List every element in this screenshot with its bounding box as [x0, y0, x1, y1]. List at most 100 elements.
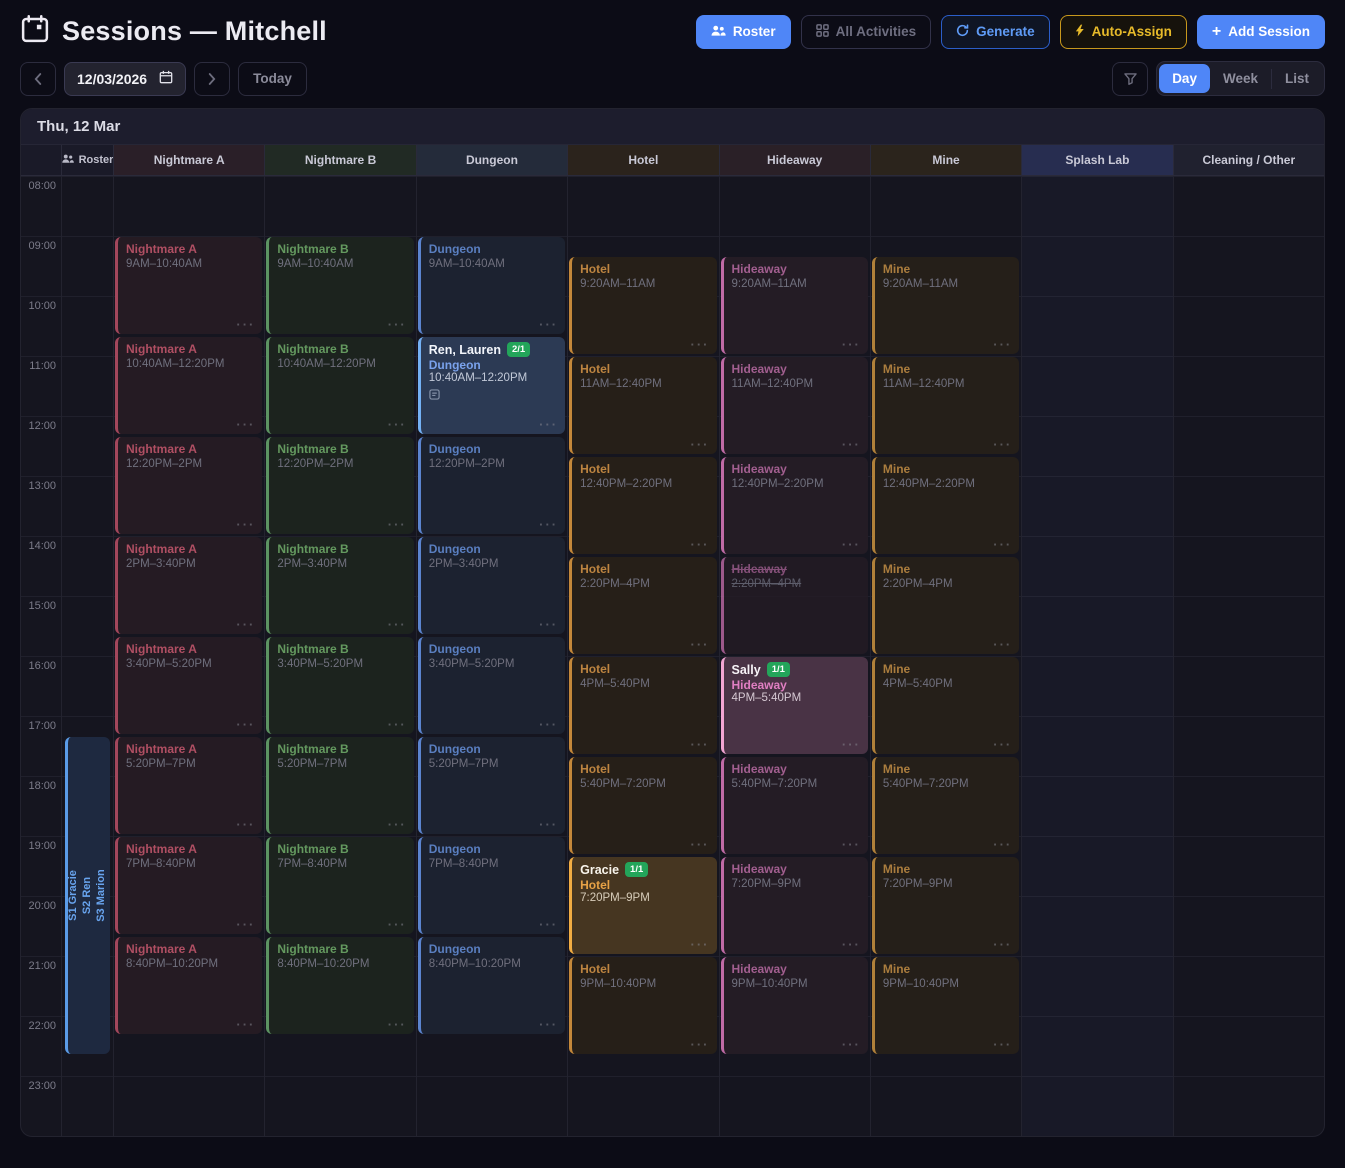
date-picker-icon[interactable]	[159, 70, 173, 87]
session-menu-icon[interactable]	[691, 737, 710, 752]
session-menu-icon[interactable]	[539, 517, 558, 532]
session-menu-icon[interactable]	[842, 337, 861, 352]
session-card-assigned[interactable]: Ren, Lauren 2/1 Dungeon 10:40AM–12:20PM	[417, 337, 566, 434]
all-activities-button[interactable]: All Activities	[800, 14, 932, 49]
session-menu-icon[interactable]	[842, 937, 861, 952]
session-menu-icon[interactable]	[236, 617, 255, 632]
session-menu-icon[interactable]	[236, 517, 255, 532]
session-card[interactable]: Nightmare A 5:20PM–7PM	[115, 737, 263, 834]
session-card[interactable]: Mine 5:40PM–7:20PM	[871, 757, 1020, 854]
session-menu-icon[interactable]	[691, 637, 710, 652]
session-card[interactable]: Nightmare A 3:40PM–5:20PM	[115, 637, 263, 734]
session-card[interactable]: Nightmare B 12:20PM–2PM	[266, 437, 414, 534]
session-menu-icon[interactable]	[691, 337, 710, 352]
session-menu-icon[interactable]	[236, 817, 255, 832]
session-card-cancelled[interactable]: Hideaway 2:20PM–4PM	[720, 557, 868, 654]
session-menu-icon[interactable]	[539, 717, 558, 732]
add-session-button[interactable]: Add Session	[1196, 14, 1325, 49]
session-menu-icon[interactable]	[388, 617, 407, 632]
session-card[interactable]: Mine 7:20PM–9PM	[871, 857, 1020, 954]
session-menu-icon[interactable]	[539, 417, 558, 432]
session-card[interactable]: Nightmare B 3:40PM–5:20PM	[266, 637, 414, 734]
session-card[interactable]: Hideaway 7:20PM–9PM	[720, 857, 868, 954]
roster-button[interactable]: Roster	[695, 14, 791, 49]
session-menu-icon[interactable]	[993, 437, 1012, 452]
session-card-assigned[interactable]: Gracie 1/1 Hotel 7:20PM–9PM	[569, 857, 717, 954]
session-card[interactable]: Nightmare A 9AM–10:40AM	[115, 237, 263, 334]
session-card[interactable]: Hotel 12:40PM–2:20PM	[569, 457, 717, 554]
filter-button[interactable]	[1112, 61, 1149, 96]
session-card[interactable]: Hideaway 11AM–12:40PM	[720, 357, 868, 454]
session-card[interactable]: Nightmare B 7PM–8:40PM	[266, 837, 414, 934]
session-card[interactable]: Nightmare B 2PM–3:40PM	[266, 537, 414, 634]
session-card[interactable]: Hotel 4PM–5:40PM	[569, 657, 717, 754]
session-card[interactable]: Hideaway 12:40PM–2:20PM	[720, 457, 868, 554]
session-card[interactable]: Dungeon 7PM–8:40PM	[417, 837, 566, 934]
session-card[interactable]: Nightmare A 2PM–3:40PM	[115, 537, 263, 634]
session-card[interactable]: Hotel 11AM–12:40PM	[569, 357, 717, 454]
session-card[interactable]: Mine 12:40PM–2:20PM	[871, 457, 1020, 554]
session-menu-icon[interactable]	[539, 317, 558, 332]
session-menu-icon[interactable]	[388, 917, 407, 932]
session-card[interactable]: Hotel 9:20AM–11AM	[569, 257, 717, 354]
session-card[interactable]: Nightmare A 8:40PM–10:20PM	[115, 937, 263, 1034]
view-week-button[interactable]: Week	[1222, 71, 1258, 86]
session-menu-icon[interactable]	[993, 937, 1012, 952]
session-card[interactable]: Nightmare A 12:20PM–2PM	[115, 437, 263, 534]
date-input[interactable]: 12/03/2026	[64, 61, 187, 96]
session-menu-icon[interactable]	[842, 537, 861, 552]
session-card[interactable]: Nightmare B 9AM–10:40AM	[266, 237, 414, 334]
prev-day-button[interactable]	[20, 61, 56, 96]
session-menu-icon[interactable]	[993, 537, 1012, 552]
session-card[interactable]: Hotel 5:40PM–7:20PM	[569, 757, 717, 854]
session-menu-icon[interactable]	[236, 417, 255, 432]
session-menu-icon[interactable]	[691, 537, 710, 552]
session-card[interactable]: Mine 11AM–12:40PM	[871, 357, 1020, 454]
session-menu-icon[interactable]	[842, 737, 861, 752]
session-card[interactable]: Nightmare B 10:40AM–12:20PM	[266, 337, 414, 434]
session-menu-icon[interactable]	[993, 637, 1012, 652]
session-card[interactable]: Hotel 2:20PM–4PM	[569, 557, 717, 654]
session-card[interactable]: Dungeon 3:40PM–5:20PM	[417, 637, 566, 734]
view-day-button[interactable]: Day	[1159, 64, 1210, 93]
session-menu-icon[interactable]	[236, 1017, 255, 1032]
session-menu-icon[interactable]	[388, 517, 407, 532]
session-card[interactable]: Dungeon 8:40PM–10:20PM	[417, 937, 566, 1034]
session-card[interactable]: Nightmare B 5:20PM–7PM	[266, 737, 414, 834]
next-day-button[interactable]	[194, 61, 231, 96]
session-menu-icon[interactable]	[691, 437, 710, 452]
session-menu-icon[interactable]	[842, 1037, 861, 1052]
session-menu-icon[interactable]	[691, 937, 710, 952]
session-menu-icon[interactable]	[993, 837, 1012, 852]
view-list-button[interactable]: List	[1284, 71, 1309, 86]
session-menu-icon[interactable]	[539, 617, 558, 632]
session-menu-icon[interactable]	[236, 917, 255, 932]
session-card-assigned[interactable]: Sally 1/1 Hideaway 4PM–5:40PM	[720, 657, 868, 754]
session-card[interactable]: Nightmare A 7PM–8:40PM	[115, 837, 263, 934]
session-card[interactable]: Hideaway 9PM–10:40PM	[720, 957, 868, 1054]
session-menu-icon[interactable]	[388, 317, 407, 332]
session-menu-icon[interactable]	[691, 837, 710, 852]
session-menu-icon[interactable]	[993, 1037, 1012, 1052]
session-card[interactable]: Nightmare B 8:40PM–10:20PM	[266, 937, 414, 1034]
session-menu-icon[interactable]	[539, 817, 558, 832]
generate-button[interactable]: Generate	[941, 14, 1050, 49]
session-card[interactable]: Dungeon 5:20PM–7PM	[417, 737, 566, 834]
session-menu-icon[interactable]	[236, 717, 255, 732]
session-menu-icon[interactable]	[388, 1017, 407, 1032]
session-menu-icon[interactable]	[388, 717, 407, 732]
session-menu-icon[interactable]	[539, 1017, 558, 1032]
session-menu-icon[interactable]	[691, 1037, 710, 1052]
session-card[interactable]: Mine 2:20PM–4PM	[871, 557, 1020, 654]
session-menu-icon[interactable]	[993, 737, 1012, 752]
session-card[interactable]: Mine 9PM–10:40PM	[871, 957, 1020, 1054]
session-menu-icon[interactable]	[388, 417, 407, 432]
session-card[interactable]: Hideaway 5:40PM–7:20PM	[720, 757, 868, 854]
session-menu-icon[interactable]	[842, 437, 861, 452]
auto-assign-button[interactable]: Auto-Assign	[1059, 14, 1187, 49]
session-menu-icon[interactable]	[388, 817, 407, 832]
session-card[interactable]: Hideaway 9:20AM–11AM	[720, 257, 868, 354]
session-card[interactable]: Dungeon 2PM–3:40PM	[417, 537, 566, 634]
session-card[interactable]: Mine 9:20AM–11AM	[871, 257, 1020, 354]
session-card[interactable]: Dungeon 9AM–10:40AM	[417, 237, 566, 334]
